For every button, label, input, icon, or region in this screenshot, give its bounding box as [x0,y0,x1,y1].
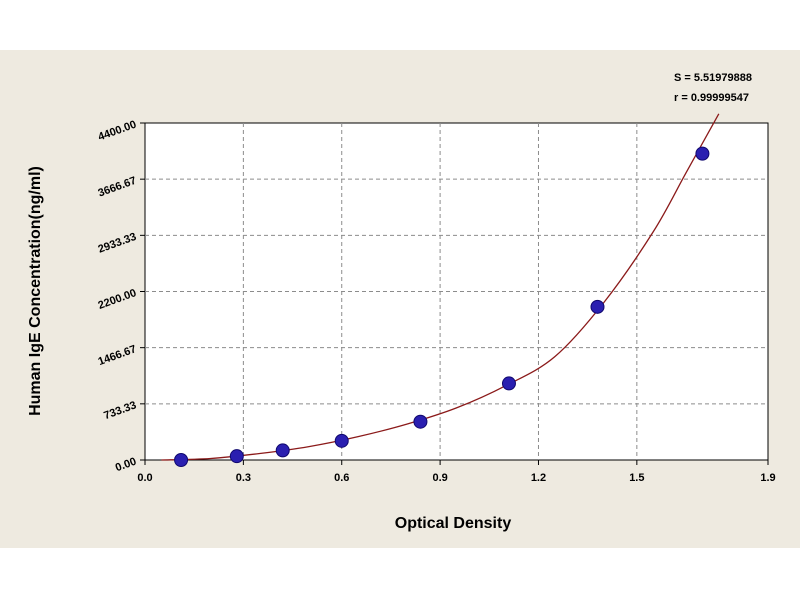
y-tick-label: 3666.67 [97,175,138,200]
x-tick-label: 1.5 [629,472,644,484]
fit-curve [161,113,720,461]
data-point [174,453,189,467]
data-point [334,433,349,448]
grid-lines [145,123,768,460]
stat-s-value: S = 5.51979888 [674,72,752,84]
data-point [229,449,244,464]
x-axis-title: Optical Density [395,515,512,532]
y-tick-label: 2933.33 [97,231,138,256]
x-tick-label: 0.3 [236,472,251,484]
chart-panel: 0.00 733.33 1466.67 2200.00 2933.33 3666.67 44… [0,50,800,548]
y-tick-label: 1466.67 [97,343,138,368]
y-axis-ticks: 0.00 733.33 1466.67 2200.00 2933.33 3666.67 44… [97,119,145,475]
y-axis-title: Human IgE Concentration(ng/ml) [27,166,44,416]
data-point [695,146,710,161]
y-tick-label: 733.33 [102,399,138,422]
chart-svg: 0.00 733.33 1466.67 2200.00 2933.33 3666.67 44… [27,72,776,532]
x-tick-label: 1.9 [760,472,775,484]
data-point [275,443,290,458]
stat-r-value: r = 0.99999547 [674,92,749,104]
x-tick-label: 0.6 [334,472,349,484]
data-point [590,299,605,314]
x-tick-label: 0.9 [432,472,447,484]
data-points [174,146,710,467]
x-axis-ticks: 0.0 0.3 0.6 0.9 1.2 1.5 1.9 [137,460,776,484]
data-point [501,376,516,391]
data-point [413,414,428,429]
x-tick-label: 1.2 [531,472,546,484]
y-tick-label: 2200.00 [97,287,138,312]
y-tick-label: 4400.00 [97,119,138,144]
y-tick-label: 0.00 [114,456,138,475]
x-tick-label: 0.0 [137,472,152,484]
